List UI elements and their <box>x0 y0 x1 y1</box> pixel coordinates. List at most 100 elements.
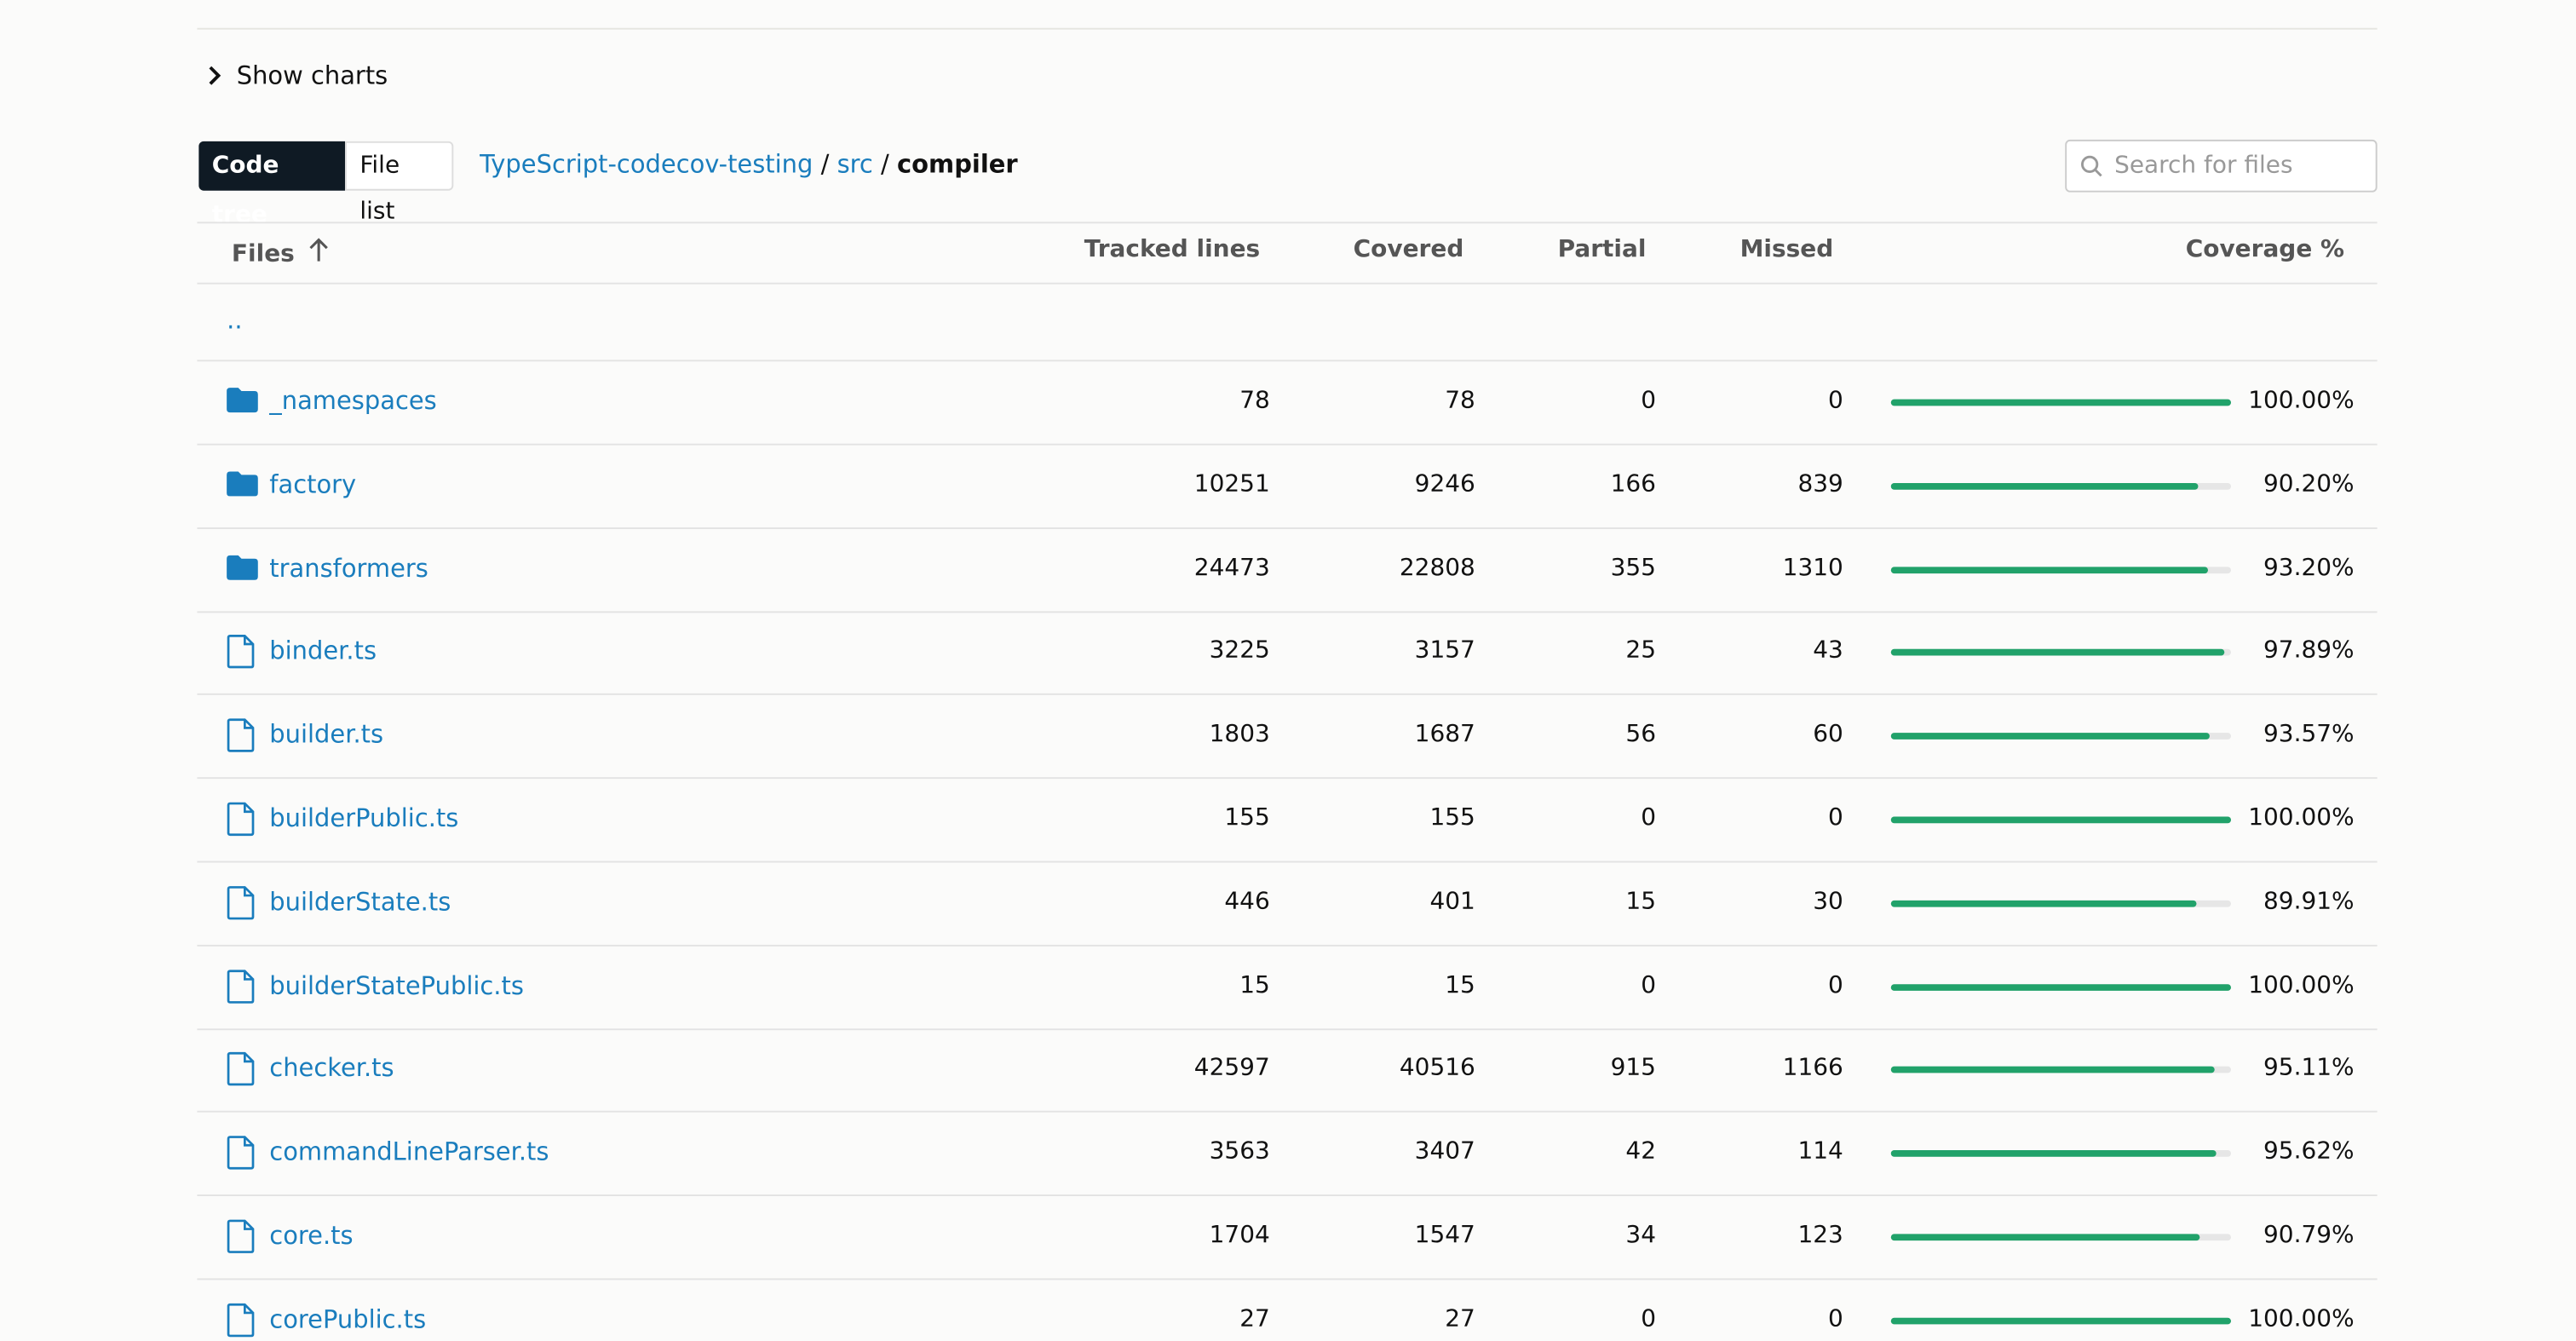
coverage-bar <box>1890 1067 2215 1074</box>
coverage-label: 95.11% <box>2263 1055 2355 1082</box>
folder-icon <box>225 468 259 510</box>
partial-cell: 42 <box>1625 1138 1656 1165</box>
covered-cell: 155 <box>1429 804 1475 832</box>
header-tracked[interactable]: Tracked lines <box>1084 236 1261 263</box>
coverage-label: 100.00% <box>2248 971 2355 999</box>
covered-cell: 78 <box>1445 388 1475 414</box>
missed-cell: 30 <box>1813 888 1843 915</box>
covered-cell: 3407 <box>1414 1138 1475 1165</box>
icon-shape <box>227 388 258 413</box>
file-icon <box>225 885 259 928</box>
coverage-bar <box>1890 816 2231 824</box>
file-name[interactable]: builderState.ts <box>269 887 451 917</box>
coverage-label: 97.89% <box>2263 638 2355 665</box>
file-name[interactable]: commandLineParser.ts <box>269 1137 549 1167</box>
coverage-bar <box>1890 900 2197 907</box>
separator: / <box>820 149 830 180</box>
coverage-track <box>1890 900 2231 907</box>
breadcrumb-link[interactable]: TypeScript-codecov-testing <box>480 149 814 180</box>
file-name[interactable]: transformers <box>269 553 428 583</box>
partial-cell: 915 <box>1610 1055 1656 1082</box>
file-icon <box>225 718 259 761</box>
folder-icon <box>225 384 259 427</box>
coverage-label: 89.91% <box>2263 888 2355 915</box>
file-name[interactable]: _namespaces <box>269 386 437 416</box>
header-covered[interactable]: Covered <box>1353 236 1464 263</box>
parent-link[interactable]: .. <box>227 305 243 336</box>
breadcrumb: TypeScript-codecov-testing / src / compi… <box>480 149 1017 179</box>
divider <box>197 1194 2378 1197</box>
tracked-cell: 10251 <box>1193 471 1270 498</box>
coverage-label: 93.57% <box>2263 722 2355 748</box>
divider <box>197 282 2378 285</box>
covered-cell: 9246 <box>1414 471 1475 498</box>
missed-cell: 1310 <box>1782 555 1843 581</box>
coverage-label: 90.79% <box>2263 1222 2355 1249</box>
partial-cell: 34 <box>1625 1222 1656 1249</box>
tracked-cell: 42597 <box>1193 1055 1270 1082</box>
missed-cell: 0 <box>1828 804 1843 832</box>
search-box[interactable]: Search for files <box>2065 139 2378 193</box>
file-name[interactable]: factory <box>269 469 357 499</box>
divider <box>197 1027 2378 1030</box>
coverage-track <box>1890 1150 2231 1158</box>
partial-cell: 0 <box>1641 1305 1656 1332</box>
covered-cell: 15 <box>1445 971 1475 999</box>
missed-cell: 0 <box>1828 388 1843 414</box>
coverage-label: 100.00% <box>2248 388 2355 414</box>
divider <box>197 222 2378 224</box>
partial-cell: 15 <box>1625 888 1656 915</box>
code-tree-toggle[interactable]: Code tree <box>198 141 345 228</box>
icon-shape <box>227 885 255 920</box>
file-name[interactable]: binder.ts <box>269 636 377 666</box>
partial-cell: 166 <box>1610 471 1656 498</box>
divider <box>197 694 2378 696</box>
missed-cell: 1166 <box>1782 1055 1843 1082</box>
header-files[interactable]: Files <box>232 237 330 268</box>
coverage-bar <box>1890 983 2231 991</box>
missed-cell: 0 <box>1828 1305 1843 1332</box>
divider <box>197 1111 2378 1114</box>
header-partial[interactable]: Partial <box>1557 236 1647 263</box>
header-missed[interactable]: Missed <box>1739 236 1834 263</box>
icon-shape <box>227 555 258 580</box>
coverage-bar <box>1890 1150 2217 1158</box>
file-name[interactable]: checker.ts <box>269 1053 394 1084</box>
show-charts[interactable]: Show charts <box>207 60 388 90</box>
icon-shape <box>227 1219 255 1253</box>
coverage-bar <box>1890 399 2231 406</box>
coverage-bar <box>1890 566 2208 573</box>
covered-cell: 1547 <box>1414 1222 1475 1249</box>
icon-shape <box>227 635 255 670</box>
file-icon <box>225 1219 259 1262</box>
coverage-track <box>1890 649 2231 657</box>
covered-cell: 1687 <box>1414 722 1475 748</box>
tracked-cell: 446 <box>1224 888 1270 915</box>
file-name[interactable]: builderStatePublic.ts <box>269 970 524 1000</box>
file-name[interactable]: core.ts <box>269 1220 354 1251</box>
coverage-label: 93.20% <box>2263 555 2355 581</box>
header-coverage[interactable]: Coverage % <box>2185 236 2345 263</box>
sort-icon <box>310 238 329 262</box>
file-name[interactable]: corePublic.ts <box>269 1304 427 1334</box>
icon-shape <box>227 718 255 753</box>
coverage-bar <box>1890 1317 2231 1325</box>
icon-shape <box>227 1136 255 1170</box>
tracked-cell: 24473 <box>1193 555 1270 581</box>
breadcrumb-link[interactable]: src <box>837 149 873 180</box>
file-icon <box>225 635 259 677</box>
coverage-label: 90.20% <box>2263 471 2355 498</box>
tracked-cell: 3225 <box>1209 638 1270 665</box>
icon-shape <box>227 802 255 837</box>
file-icon <box>225 802 259 844</box>
divider <box>197 777 2378 780</box>
file-name[interactable]: builder.ts <box>269 720 384 750</box>
coverage-track <box>1890 1317 2231 1325</box>
show-charts-label: Show charts <box>236 60 388 91</box>
coverage-track <box>1890 816 2231 824</box>
file-list-toggle[interactable]: File list <box>344 141 454 225</box>
chevron-icon <box>209 66 221 85</box>
file-name[interactable]: builderPublic.ts <box>269 803 459 833</box>
icon-shape <box>227 969 255 1003</box>
